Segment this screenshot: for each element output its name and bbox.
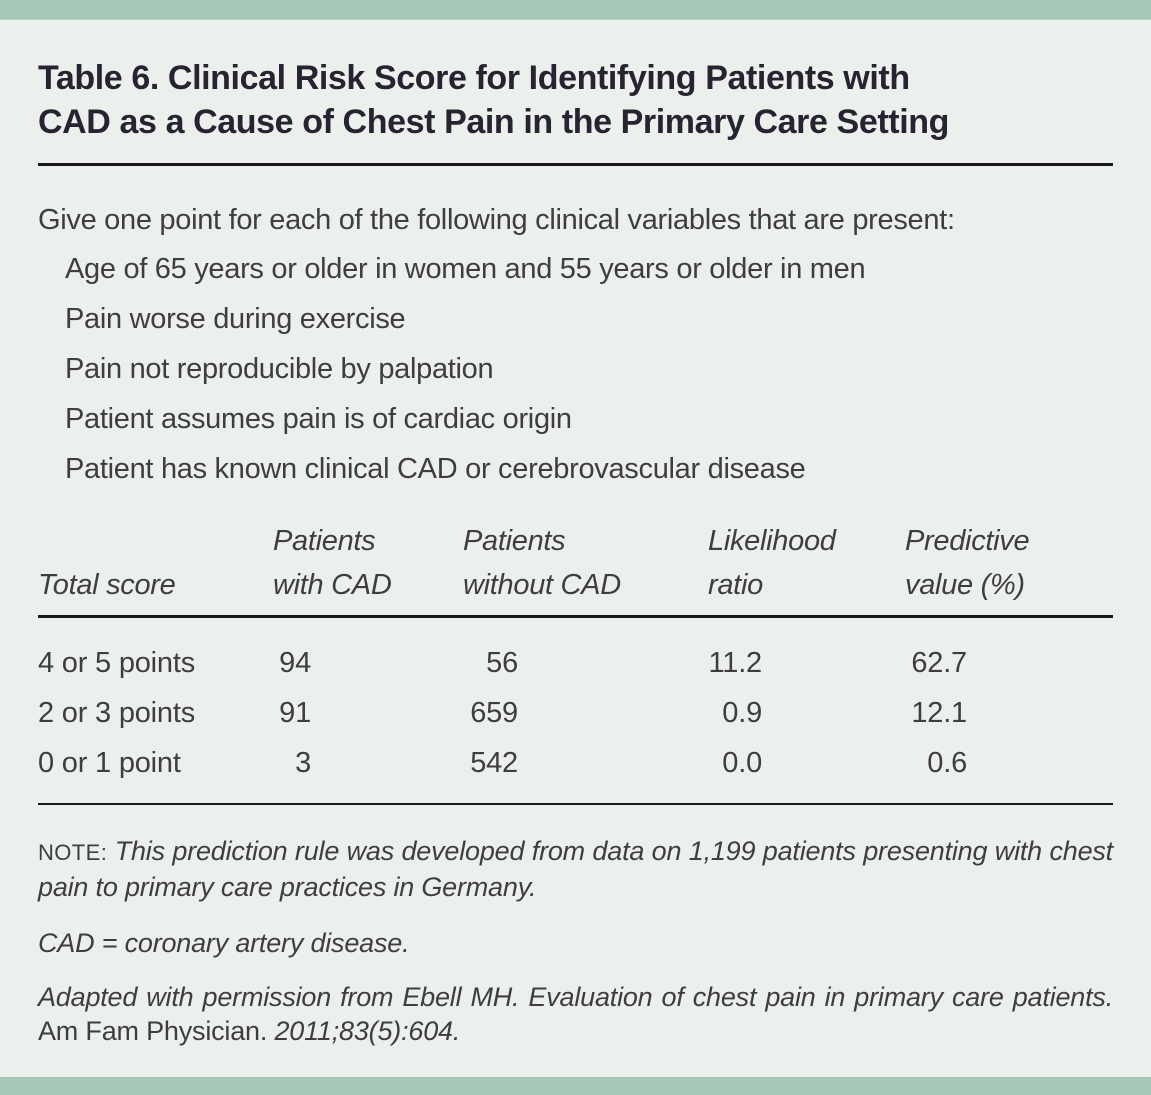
table-6-figure: Table 6. Clinical Risk Score for Identif… <box>0 19 1151 1048</box>
criterion-palpation: Pain not reproducible by palpation <box>65 353 494 385</box>
cell-predictive-value: 62.7 <box>911 646 967 679</box>
cell-with-cad: 91 <box>279 696 311 729</box>
title-divider <box>38 163 1113 166</box>
note-label: NOTE: <box>38 840 108 865</box>
table-body: 4 or 5 points 94 56 11.2 62.7 2 or 3 poi… <box>38 638 1113 788</box>
table-row: 0 or 1 point 3 542 0.0 0.6 <box>38 738 1113 788</box>
citation-journal: Am Fam Physician. <box>38 1016 268 1046</box>
cell-without-cad: 542 <box>470 746 518 779</box>
table-note: NOTE: This prediction rule was developed… <box>38 834 1113 904</box>
source-citation: Adapted with permission from Ebell MH. E… <box>38 980 1113 1048</box>
cell-predictive-value: 0.6 <box>927 746 967 779</box>
table-bottom-divider <box>38 803 1113 805</box>
bottom-accent-bar <box>0 1077 1151 1095</box>
table-title: Table 6. Clinical Risk Score for Identif… <box>38 56 1113 144</box>
criterion-exercise-pain: Pain worse during exercise <box>65 303 406 335</box>
header-total-score: Total score <box>38 569 176 601</box>
criterion-cardiac-assumption: Patient assumes pain is of cardiac origi… <box>65 403 572 435</box>
cell-score: 4 or 5 points <box>38 646 195 679</box>
cell-with-cad: 94 <box>279 646 311 679</box>
citation-volume: 2011;83(5):604. <box>274 1016 461 1046</box>
scoring-instruction: Give one point for each of the following… <box>38 204 955 236</box>
header-patients-without-cad: Patients without CAD <box>463 525 621 601</box>
cell-likelihood-ratio: 11.2 <box>708 646 763 679</box>
cell-likelihood-ratio: 0.9 <box>722 696 762 729</box>
table-title-line-2: CAD as a Cause of Chest Pain in the Prim… <box>38 103 949 141</box>
table-header-row: Total score Patients with CAD Patients w… <box>38 519 1113 607</box>
citation-text: Adapted with permission from Ebell MH. E… <box>38 982 1113 1012</box>
header-patients-with-cad: Patients with CAD <box>273 525 392 601</box>
cell-with-cad: 3 <box>295 746 311 779</box>
criterion-known-cad: Patient has known clinical CAD or cerebr… <box>65 453 806 485</box>
header-divider <box>38 615 1113 618</box>
top-accent-bar <box>0 0 1151 20</box>
criteria-list: Age of 65 years or older in women and 55… <box>38 244 1113 494</box>
table-title-line-1: Table 6. Clinical Risk Score for Identif… <box>38 59 910 97</box>
abbreviation-key: CAD = coronary artery disease. <box>38 928 410 958</box>
cell-without-cad: 659 <box>470 696 518 729</box>
table-row: 4 or 5 points 94 56 11.2 62.7 <box>38 638 1113 688</box>
cell-predictive-value: 12.1 <box>911 696 967 729</box>
cell-score: 0 or 1 point <box>38 746 181 779</box>
note-text: This prediction rule was developed from … <box>38 836 1113 902</box>
header-predictive-value: Predictive value (%) <box>905 525 1030 601</box>
cell-without-cad: 56 <box>486 646 518 679</box>
header-likelihood-ratio: Likelihood ratio <box>708 525 836 601</box>
cell-score: 2 or 3 points <box>38 696 195 729</box>
cell-likelihood-ratio: 0.0 <box>722 746 762 779</box>
criterion-age: Age of 65 years or older in women and 55… <box>65 253 866 285</box>
table-row: 2 or 3 points 91 659 0.9 12.1 <box>38 688 1113 738</box>
